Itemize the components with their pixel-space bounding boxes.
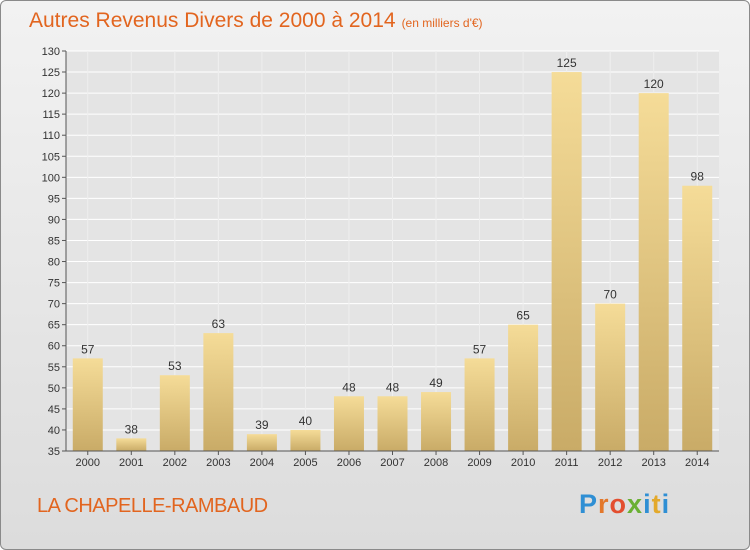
y-tick-label: 85 [48,235,60,247]
y-tick-label: 130 [42,46,60,58]
y-tick-label: 105 [42,151,60,163]
y-tick-label: 55 [48,362,60,374]
y-tick-label: 95 [48,193,60,205]
bar [159,375,190,451]
bars: 57 38 53 63 39 40 48 48 49 57 65 125 70 120 98 [72,56,713,452]
bar [333,396,364,451]
bar [682,185,713,451]
y-tick-label: 40 [48,425,60,437]
bar-value-label: 125 [557,56,577,70]
x-tick-label: 2003 [206,457,230,469]
bar [246,434,277,451]
x-tick-label: 2014 [685,457,709,469]
place-name: LA CHAPELLE-RAMBAUD [37,495,268,517]
bar-value-label: 48 [342,380,356,394]
bar [638,93,669,452]
x-tick-label: 2004 [250,457,274,469]
bar-value-label: 120 [644,77,664,91]
y-tick-label: 120 [42,88,60,100]
y-tick-label: 60 [48,341,60,353]
bar [290,429,321,451]
y-tick-label: 70 [48,299,60,311]
bar-value-label: 57 [473,342,487,356]
bar [421,392,452,451]
proxiti-logo: Proxiti [579,489,671,519]
bar-value-label: 65 [516,309,530,323]
chart-subtitle: (en milliers d'€) [401,16,483,30]
bar-value-label: 98 [691,170,705,184]
x-tick-label: 2007 [380,457,404,469]
y-tick-label: 100 [42,172,60,184]
bar-value-label: 63 [212,317,226,331]
bar [116,438,147,451]
bar [464,358,495,451]
chart-title: Autres Revenus Divers de 2000 à 2014 (en … [29,9,483,33]
bar-value-label: 40 [299,414,313,428]
y-tick-label: 110 [42,130,60,142]
chart-title-text: Autres Revenus Divers de 2000 à 2014 [29,9,396,32]
y-tick-label: 115 [42,109,60,121]
bar [377,396,408,451]
x-tick-label: 2008 [424,457,448,469]
bar-value-label: 53 [168,359,182,373]
x-tick-label: 2000 [76,457,100,469]
y-tick-label: 125 [42,67,60,79]
y-tick-label: 65 [48,320,60,332]
bar [72,358,103,451]
x-tick-label: 2002 [163,457,187,469]
axes: 35 40 45 50 55 60 65 70 75 80 85 90 95 100 105 110 115 12… [42,46,719,469]
bar-value-label: 39 [255,418,269,432]
bar [551,72,582,451]
x-tick-label: 2012 [598,457,622,469]
y-tick-label: 50 [48,383,60,395]
y-tick-label: 35 [48,446,60,458]
bar-value-label: 57 [81,342,95,356]
y-tick-label: 90 [48,214,60,226]
x-tick-label: 2009 [467,457,491,469]
bar-value-label: 48 [386,380,400,394]
x-tick-label: 2006 [337,457,361,469]
bar-value-label: 49 [429,376,443,390]
x-tick-label: 2001 [119,457,143,469]
y-tick-label: 75 [48,278,60,290]
bar-value-label: 38 [125,422,139,436]
x-tick-label: 2010 [511,457,535,469]
bar [203,333,234,451]
x-tick-label: 2005 [293,457,317,469]
y-tick-label: 80 [48,257,60,269]
bar [508,324,539,451]
x-tick-label: 2013 [641,457,665,469]
x-tick-label: 2011 [555,457,579,469]
bar [595,303,626,451]
bar-value-label: 70 [603,288,617,302]
y-tick-label: 45 [48,404,60,416]
